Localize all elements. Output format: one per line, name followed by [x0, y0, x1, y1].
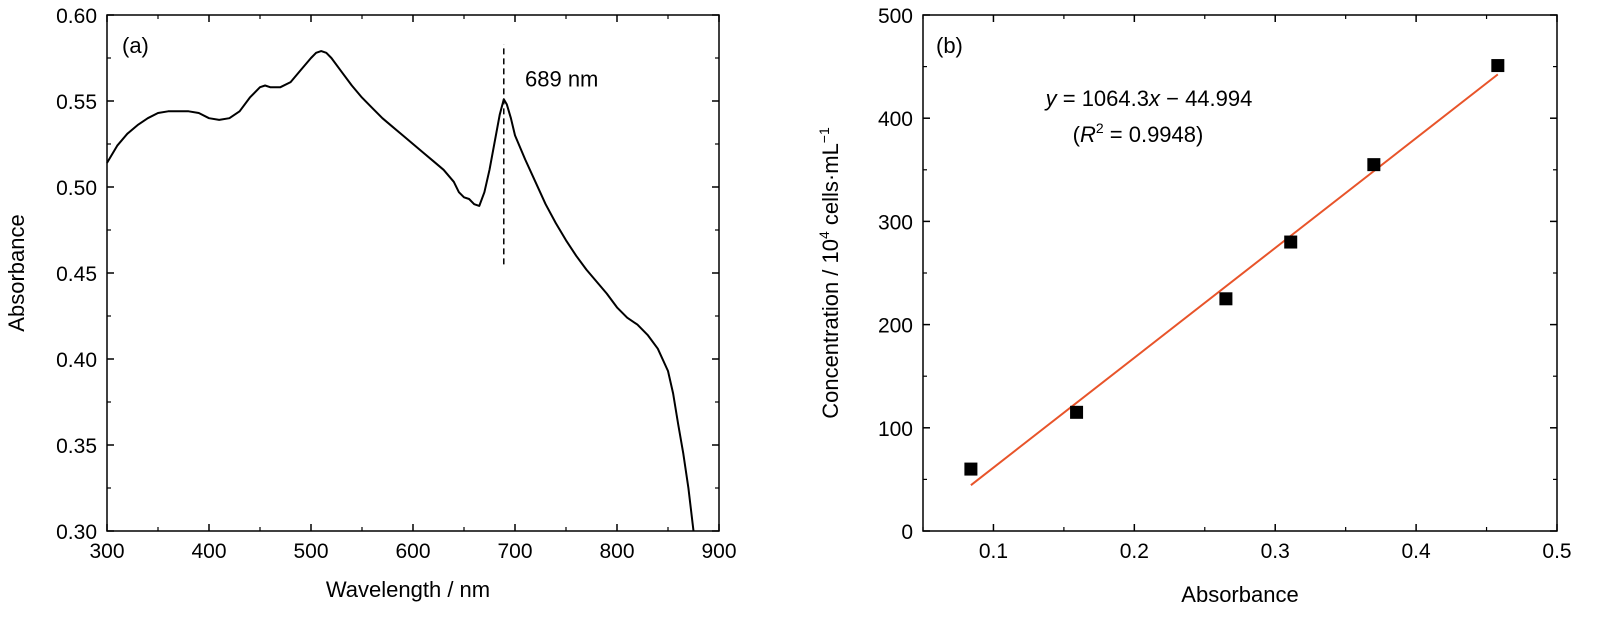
x-tick-label: 700	[497, 540, 532, 563]
panel-b-axis-ticks: 0.1 0.2 0.3 0.4 0.5 0 100 200 300 400 500	[878, 5, 1572, 563]
data-point-marker	[1070, 405, 1084, 419]
x-tick-label: 0.5	[1542, 540, 1571, 563]
equation-y-var: y	[1044, 86, 1059, 111]
y-title-sup: 4	[816, 231, 832, 239]
y-tick-label: 500	[878, 5, 913, 28]
panel-b-data-layer	[964, 59, 1505, 486]
y-tick-label: 0.60	[56, 5, 97, 28]
r-squared-open: (	[1073, 122, 1081, 147]
panel-a-x-axis-title: Wavelength / nm	[326, 577, 490, 602]
panel-a-spectrum-chart: 300 400 500 600 700 800 900 0.30 0.35 0.40 0.45 0.5…	[4, 5, 737, 602]
data-point-marker	[964, 462, 978, 476]
y-tick-label: 400	[878, 108, 913, 131]
x-tick-label: 0.4	[1402, 540, 1432, 563]
equation-body: = 1064.3	[1057, 86, 1149, 111]
y-tick-label: 200	[878, 315, 913, 338]
data-point-marker	[1284, 235, 1298, 249]
y-tick-label: 0	[901, 521, 913, 544]
x-tick-label: 500	[293, 540, 328, 563]
x-tick-label: 300	[89, 540, 124, 563]
y-tick-label: 0.35	[56, 435, 97, 458]
panel-b-x-axis-title: Absorbance	[1181, 582, 1298, 607]
panel-b-label: (b)	[936, 33, 963, 58]
panel-a-axis-ticks: 300 400 500 600 700 800 900 0.30 0.35 0.40 0.45 0.5…	[56, 5, 736, 563]
x-tick-label: 0.2	[1120, 540, 1149, 563]
data-point-marker	[1367, 158, 1381, 172]
equation-tail: − 44.994	[1160, 86, 1252, 111]
x-tick-label: 0.1	[979, 540, 1008, 563]
r-squared-value: = 0.9948)	[1104, 122, 1204, 147]
y-tick-label: 0.45	[56, 263, 97, 286]
r-squared-sup: 2	[1096, 120, 1104, 136]
panel-a-plot-frame	[106, 14, 720, 532]
panel-a-y-axis-title: Absorbance	[4, 214, 29, 331]
spectrum-line	[106, 50, 695, 532]
y-title-main: Concentration / 10	[818, 239, 843, 419]
x-tick-label: 900	[701, 540, 736, 563]
y-tick-label: 0.55	[56, 91, 97, 114]
x-tick-label: 600	[395, 540, 430, 563]
y-title-sup2: −1	[816, 127, 832, 143]
data-point-marker	[1491, 59, 1505, 73]
r-squared-var: R	[1080, 122, 1096, 147]
panel-a-data-layer	[106, 44, 695, 532]
y-title-unit: cells·mL	[818, 143, 843, 231]
y-tick-label: 100	[878, 418, 913, 441]
peak-annotation-label: 689 nm	[525, 67, 598, 92]
x-tick-label: 400	[191, 540, 226, 563]
panel-b-y-axis-title: Concentration / 104 cells·mL−1	[816, 127, 843, 419]
linear-fit-line	[970, 73, 1499, 486]
r-squared-text: (R2 = 0.9948)	[1073, 120, 1204, 147]
fit-equation-text: y = 1064.3x − 44.994	[1044, 86, 1253, 111]
x-tick-label: 800	[599, 540, 634, 563]
x-tick-label: 0.3	[1261, 540, 1290, 563]
y-tick-label: 0.30	[56, 521, 97, 544]
y-tick-label: 0.50	[56, 177, 97, 200]
y-tick-label: 0.40	[56, 349, 97, 372]
y-tick-label: 300	[878, 211, 913, 234]
panel-a-label: (a)	[122, 33, 149, 58]
panel-b-calibration-chart: 0.1 0.2 0.3 0.4 0.5 0 100 200 300 400 500 (b) y = …	[816, 5, 1572, 607]
equation-x-var: x	[1148, 86, 1161, 111]
data-point-marker	[1219, 292, 1233, 306]
